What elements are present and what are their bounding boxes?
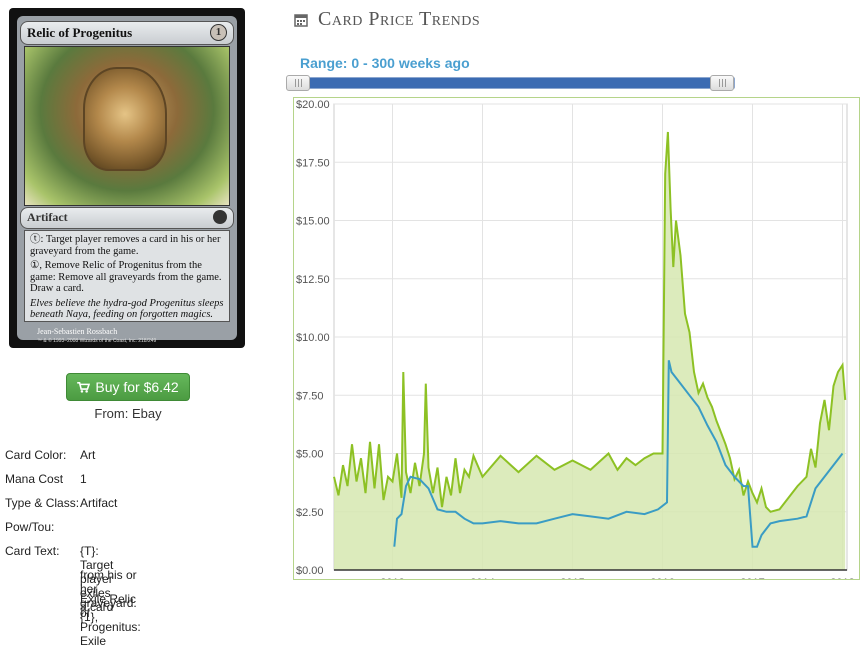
range-slider-handle-start[interactable] [286, 75, 310, 91]
prop-label-type: Type & Class: [5, 496, 80, 510]
price-trends-title: Card Price Trends [294, 8, 480, 31]
series-line [333, 131, 847, 513]
card-ability-1: : Target player removes a card in his or… [30, 234, 221, 257]
x-tick-label: 2014 [470, 577, 494, 579]
card-type-bar: Artifact [20, 207, 234, 229]
card-image: Relic of Progenitus 1 Artifact ⓣ: Target… [9, 8, 245, 348]
tap-symbol-icon: ⓣ [30, 234, 41, 245]
range-label: Range: 0 - 300 weeks ago [300, 55, 470, 71]
buy-button-label: Buy for $6.42 [95, 379, 179, 395]
buy-source: From: Ebay [94, 406, 162, 421]
x-tick-label: 2013 [380, 577, 404, 579]
prop-label-pow: Pow/Tou: [5, 520, 55, 534]
y-tick-label: $0.00 [296, 565, 324, 577]
card-frame: Relic of Progenitus 1 Artifact ⓣ: Target… [17, 16, 237, 344]
card-name-bar: Relic of Progenitus 1 [20, 21, 234, 45]
prop-value-mana: 1 [80, 472, 87, 486]
y-tick-label: $7.50 [296, 390, 324, 402]
series-line [393, 360, 844, 548]
generic-mana-icon: ① [30, 260, 40, 271]
prop-value-type: Artifact [80, 496, 118, 510]
x-tick-label: 2017 [740, 577, 764, 579]
y-tick-label: $12.50 [296, 274, 330, 286]
x-tick-label: 2016 [650, 577, 674, 579]
card-artist: Jean-Sebastien Rossbach [37, 327, 118, 336]
buy-button[interactable]: Buy for $6.42 [66, 373, 190, 401]
card-rules-text: ⓣ: Target player removes a card in his o… [24, 230, 230, 322]
card-type: Artifact [27, 210, 68, 224]
y-tick-label: $17.50 [296, 157, 330, 169]
x-tick-label: 2018 [830, 577, 854, 579]
card-flavor-text: Elves believe the hydra-god Progenitus s… [30, 297, 224, 321]
set-symbol-icon [213, 210, 227, 224]
y-tick-label: $10.00 [296, 332, 330, 344]
price-chart-svg: $0.00 $2.50 $5.00 $7.50 $10.00 $12.50 $15.00 $1… [296, 99, 855, 589]
prop-label-text: Card Text: [5, 544, 60, 558]
x-tick-label: 2015 [560, 577, 584, 579]
relic-artwork [83, 67, 167, 171]
y-tick-label: $2.50 [296, 507, 324, 519]
range-slider-handle-end[interactable] [710, 75, 734, 91]
card-ability-2: , Remove Relic of Progenitus from the ga… [30, 260, 222, 294]
series-area [334, 131, 846, 570]
range-slider-track[interactable] [293, 77, 735, 89]
calendar-icon [294, 13, 308, 27]
shopping-cart-icon [77, 381, 91, 393]
prop-label-mana: Mana Cost [5, 472, 64, 486]
y-tick-label: $5.00 [296, 449, 324, 461]
card-name: Relic of Progenitus [27, 25, 133, 40]
card-text-line: Exile Relic of Progenitus: Exile [80, 592, 141, 648]
card-copyright: ™ & © 1993–2008 Wizards of the Coast, In… [37, 338, 157, 344]
price-trends-title-text: Card Price Trends [318, 8, 481, 30]
prop-value-color: Art [80, 448, 96, 462]
card-art [24, 46, 230, 206]
prop-label-color: Card Color: [5, 448, 67, 462]
y-tick-label: $15.00 [296, 216, 330, 228]
mana-cost-icon: 1 [210, 24, 227, 41]
price-chart: $0.00 $2.50 $5.00 $7.50 $10.00 $12.50 $15.00 $1… [293, 97, 860, 589]
y-tick-label: $20.00 [296, 99, 330, 111]
